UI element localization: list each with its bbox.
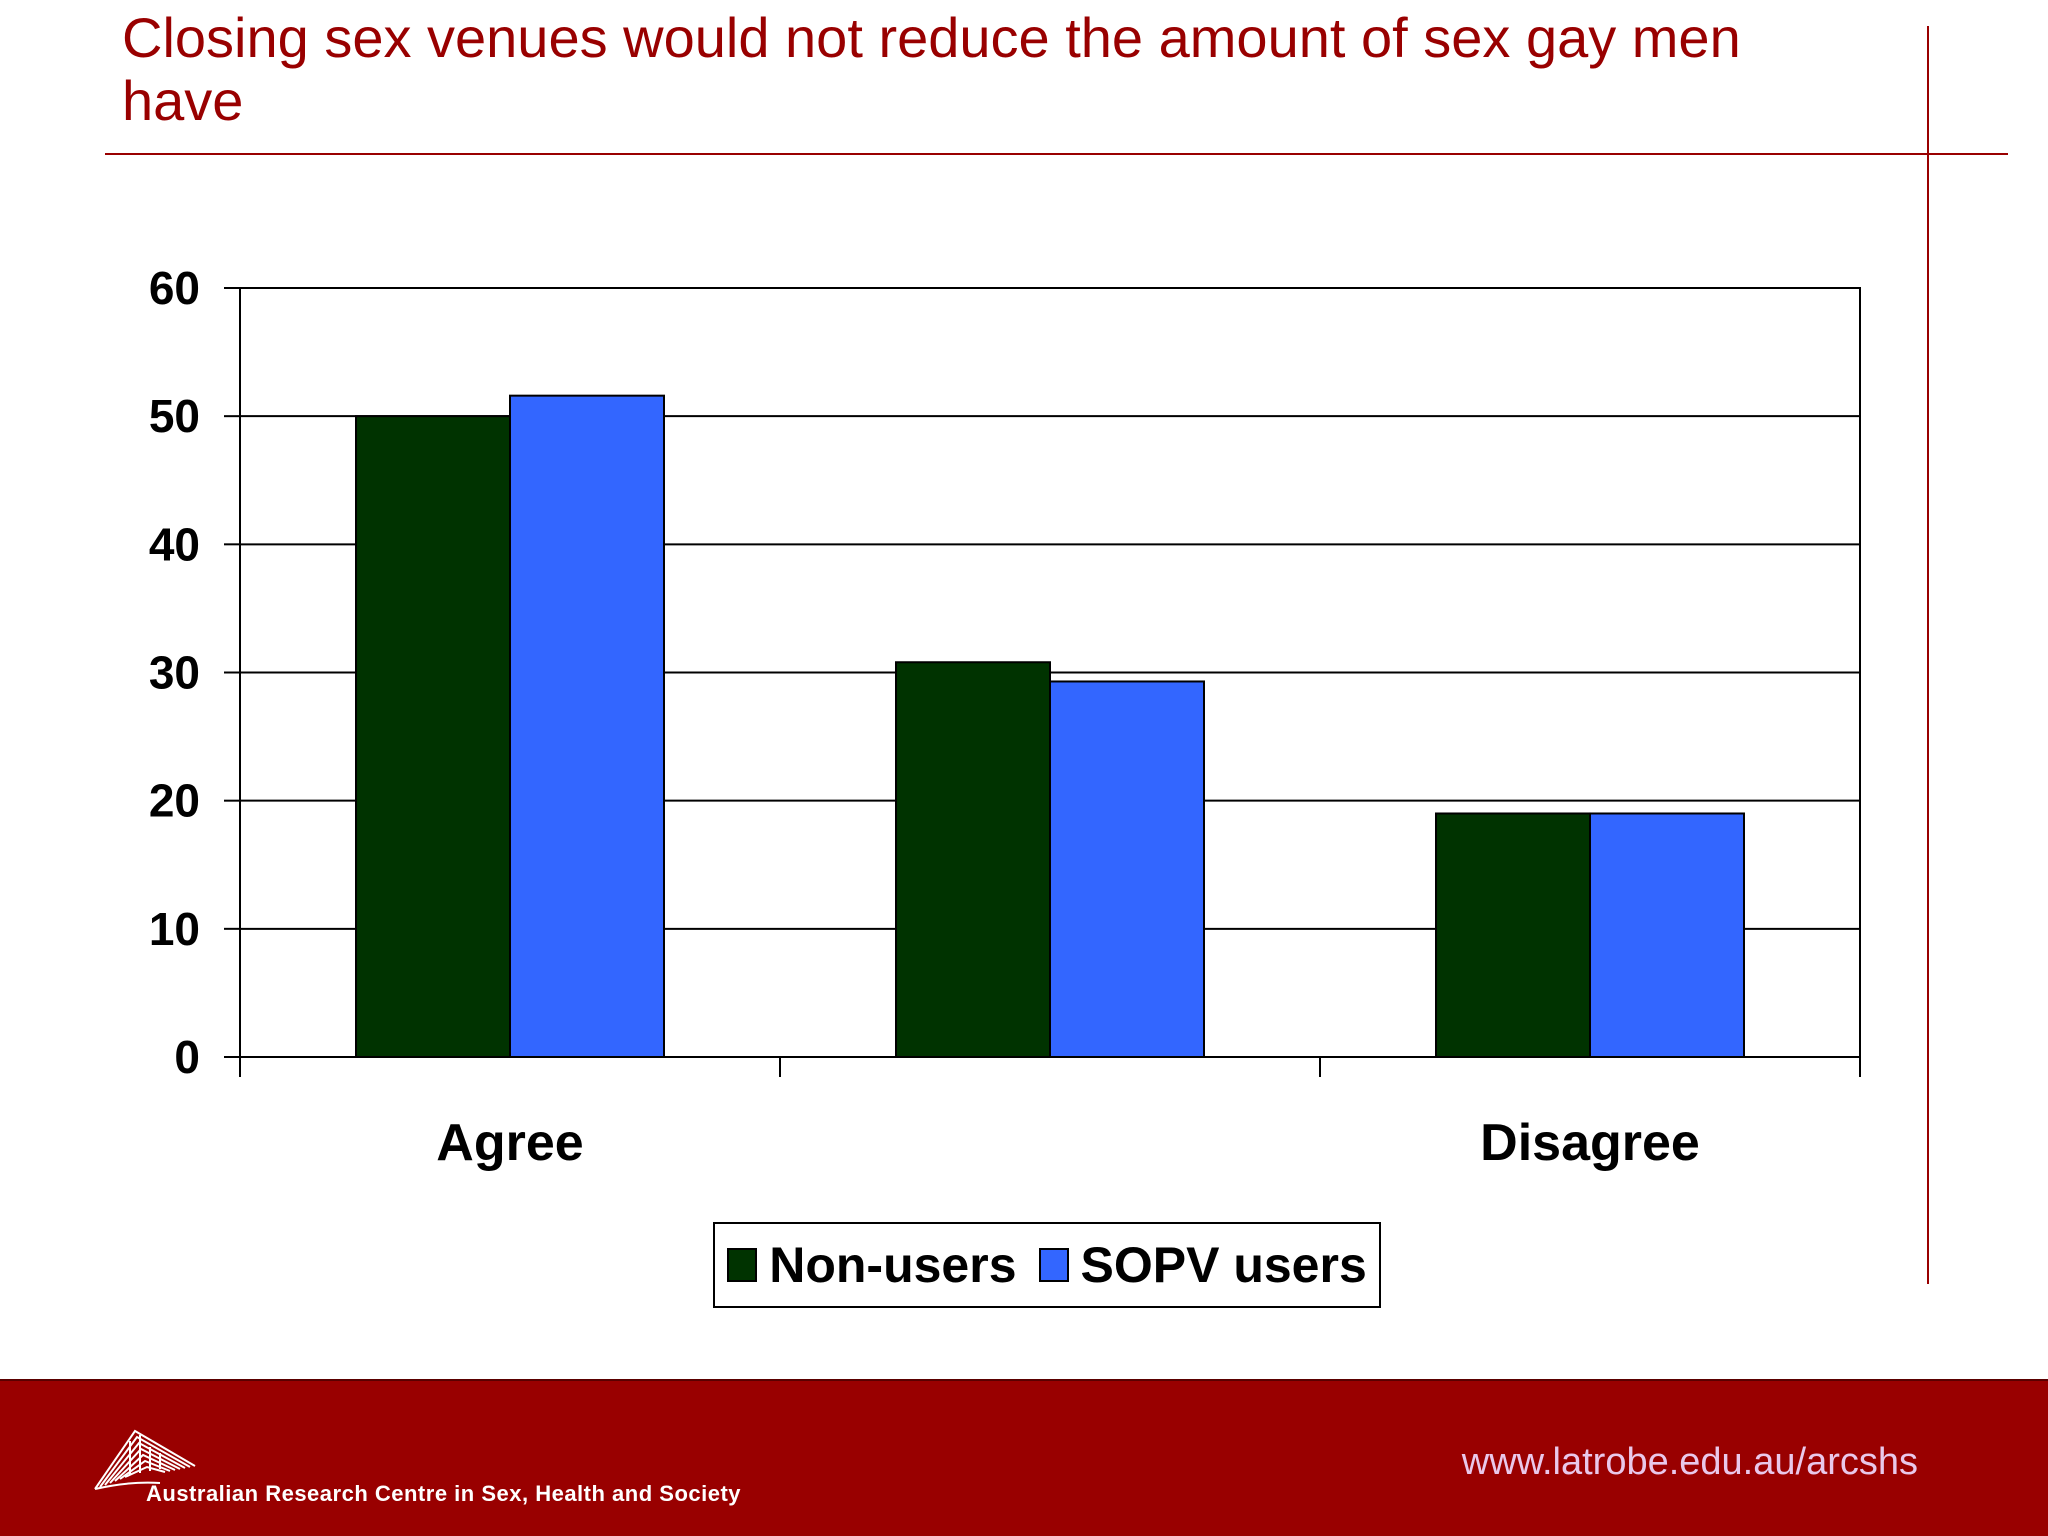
legend-swatch-non-users [727,1248,758,1282]
ytick-label-0: 0 [174,1031,200,1083]
bar-chart: 0 10 20 30 40 50 60 Agree Disagree [149,262,1861,1172]
xtick-label-agree: Agree [436,1114,583,1172]
legend-item-non-users: Non-users [727,1236,1017,1294]
legend-swatch-sopv-users [1038,1248,1069,1282]
ytick-label-30: 30 [149,647,200,699]
bar-sopv-users-agree [509,394,665,1059]
ytick-label-60: 60 [149,262,200,314]
footer-url-link[interactable]: www.latrobe.edu.au/arcshs [1461,1441,1918,1483]
bar-non-users-neutral [895,661,1051,1058]
arcshs-logo-icon [94,1429,196,1490]
bar-sopv-users-disagree [1589,812,1745,1058]
ytick-label-40: 40 [149,518,200,570]
legend-label-non-users: Non-users [769,1237,1017,1293]
bar-non-users-agree [355,415,511,1058]
title-divider [105,153,2008,155]
ytick-label-10: 10 [149,903,200,955]
slide-title: Closing sex venues would not reduce the … [122,6,1741,132]
bar-sopv-users-neutral [1049,680,1205,1058]
right-divider [1927,26,1929,1284]
xtick-label-disagree: Disagree [1480,1114,1700,1172]
footer-bar: Australian Research Centre in Sex, Healt… [0,1379,2048,1536]
footer-organization: Australian Research Centre in Sex, Healt… [146,1481,742,1506]
legend-item-sopv-users: SOPV users [1038,1236,1367,1294]
legend-label-sopv-users: SOPV users [1080,1237,1367,1293]
bar-non-users-disagree [1435,812,1591,1058]
ytick-label-20: 20 [149,775,200,827]
chart-legend: Non-users SOPV users [713,1222,1381,1308]
ytick-label-50: 50 [149,390,200,442]
